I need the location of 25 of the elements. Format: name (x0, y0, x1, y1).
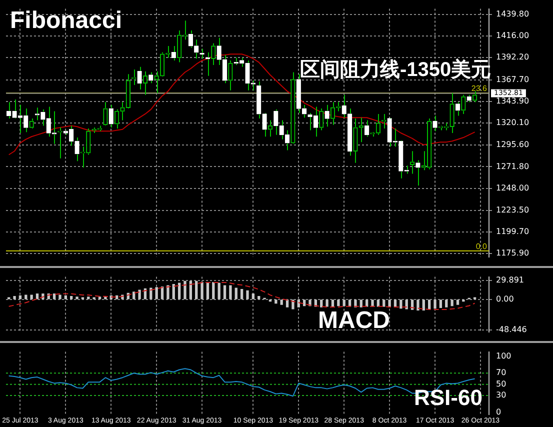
y-tick-label: 1223.50 (496, 206, 530, 215)
y-tick-label: 29.891 (496, 276, 524, 285)
annotation: 23.6 (471, 84, 488, 94)
y-tick-label: 100 (496, 351, 512, 360)
annotation: 0.0 (476, 242, 488, 251)
y-tick-label: -48.446 (496, 325, 527, 334)
y-tick-label: 1392.20 (496, 52, 530, 62)
y-tick-label: 50 (496, 379, 506, 388)
y-tick-label: 0 (496, 407, 502, 416)
y-tick-label: 1343.90 (496, 96, 530, 106)
y-tick-label: 1248.00 (496, 183, 530, 192)
chart-title: Fibonacci (10, 7, 122, 34)
y-tick-label: 70 (496, 368, 506, 378)
annotation: RSI-60 (414, 385, 482, 410)
y-tick-label: 1271.80 (496, 162, 530, 171)
annotation: MACD (318, 307, 390, 334)
y-tick-label: 0.00 (496, 294, 514, 304)
y-tick-label: 1367.70 (496, 74, 530, 84)
y-tick-label: 30 (496, 390, 506, 400)
y-tick-label: 1439.80 (496, 10, 530, 18)
y-tick-label: 1416.00 (496, 31, 530, 40)
y-tick-label: 1295.60 (496, 140, 530, 150)
y-tick-label: 1320.10 (496, 118, 530, 128)
y-tick-label: 1199.70 (496, 227, 530, 236)
y-tick-label: 1175.90 (496, 248, 530, 258)
